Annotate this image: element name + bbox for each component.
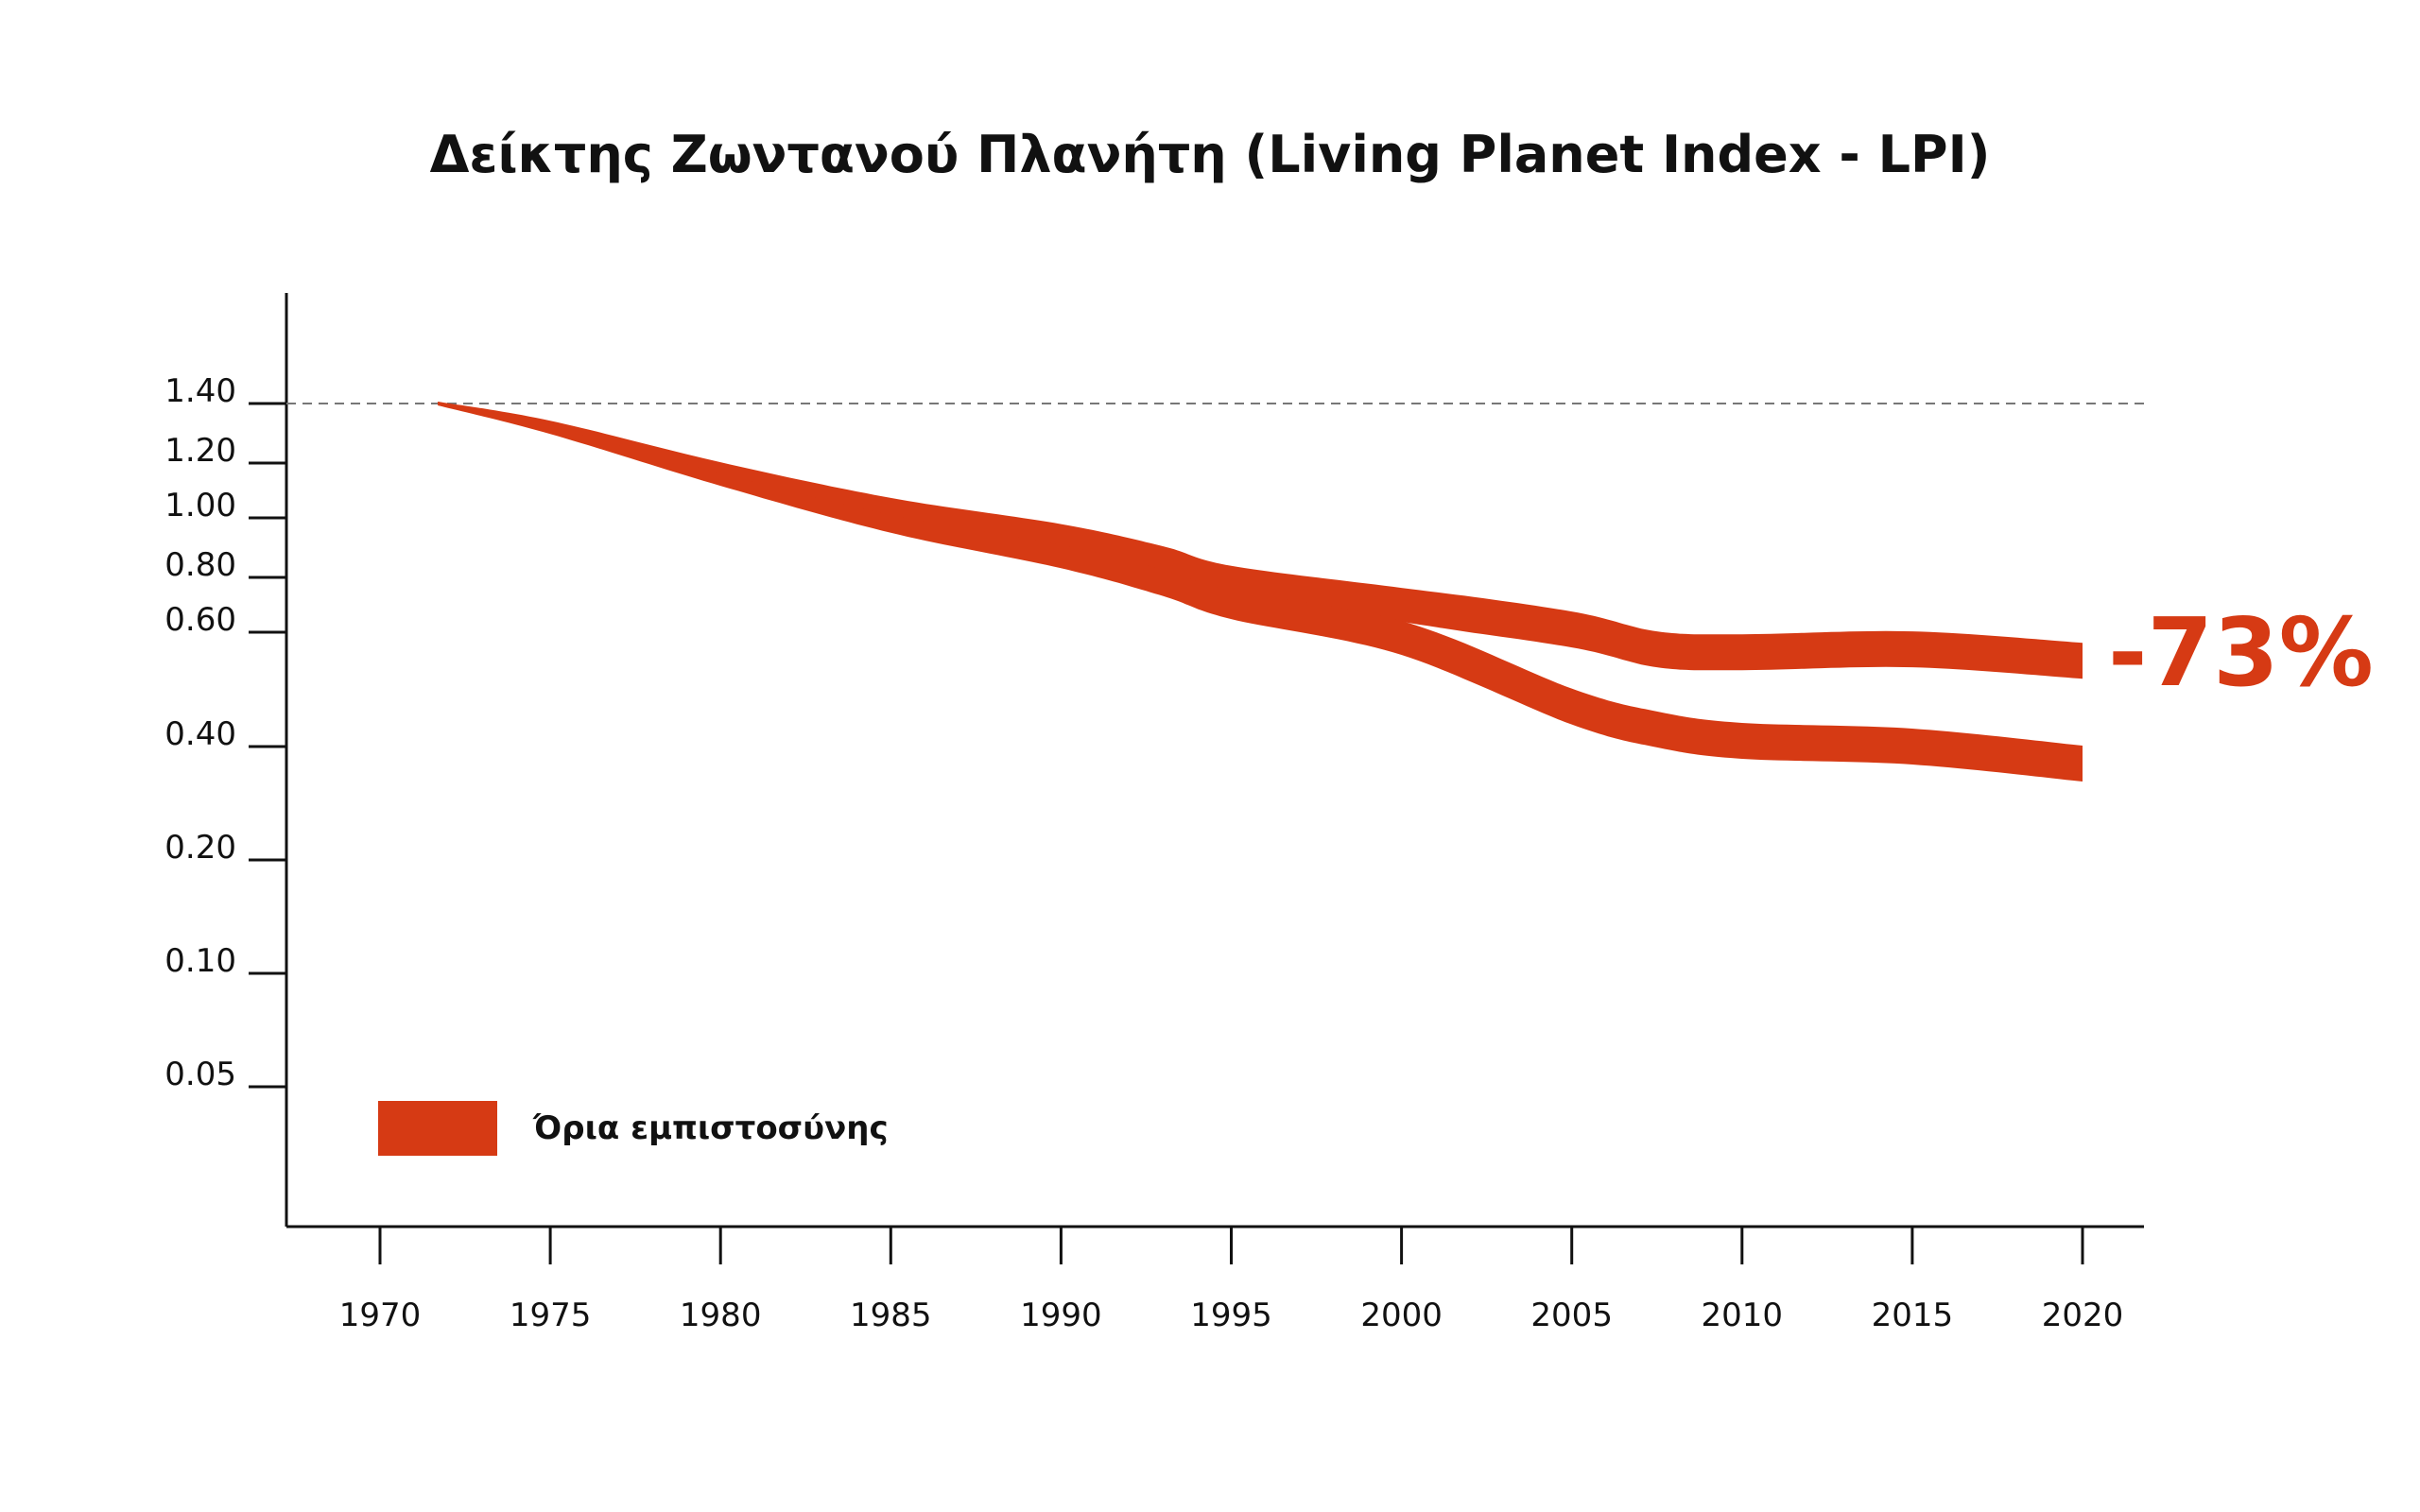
change-percent-label: -73% [2108,597,2374,708]
confidence-band-lower-bound [438,402,2083,782]
y-tick-label: 0.60 [164,601,236,639]
y-tick-label: 0.10 [164,942,236,980]
y-tick-label: 0.05 [164,1056,236,1093]
x-tick-label: 1975 [510,1297,592,1334]
y-tick-label: 1.40 [164,372,236,410]
x-tick-label: 1980 [680,1297,762,1334]
chart-title: Δείκτης Ζωντανού Πλανήτη (Living Planet … [430,125,1991,184]
y-tick-label: 0.40 [164,715,236,753]
y-tick-label: 1.00 [164,487,236,524]
x-tick-label: 2010 [1702,1297,1784,1334]
x-tick-label: 1970 [339,1297,422,1334]
y-tick-label: 0.80 [164,546,236,584]
x-tick-label: 2005 [1530,1297,1613,1334]
x-tick-label: 1995 [1190,1297,1272,1334]
legend-swatch [378,1101,497,1156]
y-tick-label: 0.20 [164,829,236,867]
x-tick-label: 2000 [1360,1297,1443,1334]
x-tick-label: 2020 [2042,1297,2124,1334]
x-tick-label: 2015 [1872,1297,1954,1334]
y-tick-label: 1.20 [164,432,236,470]
legend-label: Όρια εμπιστοσύνης [532,1109,889,1147]
x-tick-label: 1990 [1020,1297,1102,1334]
confidence-band-upper-bound [438,402,2083,679]
x-tick-label: 1985 [850,1297,932,1334]
